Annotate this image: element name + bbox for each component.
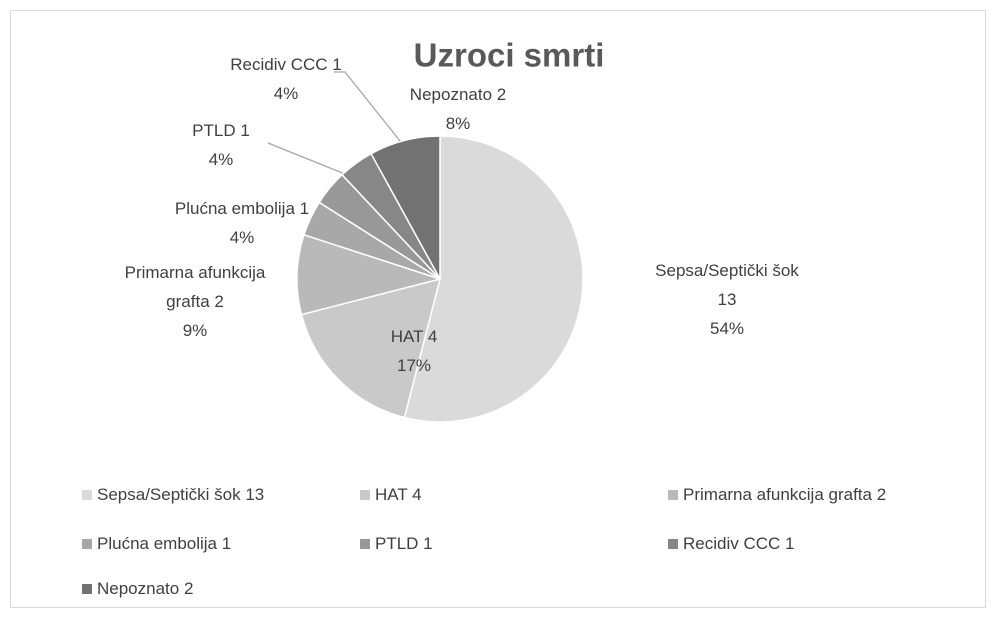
data-label-value: 4% — [229, 228, 255, 247]
legend-swatch — [82, 539, 92, 549]
data-label-name: PTLD 1 — [192, 121, 250, 140]
legend-item: Plućna embolija 1 — [82, 534, 231, 554]
leader-line — [334, 71, 421, 167]
pie-slice — [296, 233, 443, 316]
legend-swatch — [668, 539, 678, 549]
pie-slice — [300, 277, 442, 419]
legend-swatch — [668, 490, 678, 500]
data-label: Plućna embolija 1 4% — [142, 194, 342, 252]
legend-swatch — [82, 584, 92, 594]
data-label: HAT 4 17% — [374, 322, 454, 380]
legend-label: PTLD 1 — [375, 534, 433, 553]
pie-slice — [370, 135, 441, 280]
data-label-value: 17% — [396, 356, 432, 375]
data-label-name: Nepoznato 2 — [409, 85, 507, 104]
pie-slice — [403, 135, 584, 423]
data-label-value: 4% — [208, 150, 234, 169]
data-label: PTLD 1 4% — [161, 116, 281, 174]
data-label-value: 8% — [445, 114, 471, 133]
legend-label: Primarna afunkcija grafta 2 — [683, 485, 887, 504]
legend-item: Nepoznato 2 — [82, 579, 193, 599]
pie — [296, 135, 584, 423]
legend-swatch — [82, 490, 92, 500]
data-label: Sepsa/Septički šok 13 54% — [652, 256, 802, 343]
data-label-name: Recidiv CCC 1 — [230, 55, 342, 74]
data-label-value: 4% — [273, 84, 299, 103]
data-label-name: Primarna afunkcija grafta 2 — [124, 263, 266, 311]
data-label-name: Plućna embolija 1 — [174, 199, 310, 218]
data-label: Recidiv CCC 1 4% — [216, 50, 356, 108]
legend-label: Sepsa/Septički šok 13 — [97, 485, 265, 504]
data-label-name: HAT 4 — [390, 327, 438, 346]
data-label: Nepoznato 2 8% — [388, 80, 528, 138]
legend-item: PTLD 1 — [360, 534, 433, 554]
data-label-value: 9% — [182, 321, 208, 340]
legend-swatch — [360, 490, 370, 500]
legend-item: Primarna afunkcija grafta 2 — [668, 485, 886, 505]
legend-label: HAT 4 — [375, 485, 422, 504]
data-label-value: 54% — [709, 319, 745, 338]
legend-label: Recidiv CCC 1 — [683, 534, 795, 553]
legend-label: Plućna embolija 1 — [97, 534, 232, 553]
legend-item: HAT 4 — [360, 485, 422, 505]
data-label-name: Sepsa/Septički šok 13 — [655, 261, 799, 309]
chart-title: Uzroci smrti — [414, 37, 605, 74]
chart-frame — [10, 10, 986, 608]
data-label: Primarna afunkcija grafta 2 9% — [120, 258, 270, 345]
legend-swatch — [360, 539, 370, 549]
legend-item: Recidiv CCC 1 — [668, 534, 794, 554]
legend-item: Sepsa/Septički šok 13 — [82, 485, 264, 505]
legend-label: Nepoznato 2 — [97, 579, 194, 598]
